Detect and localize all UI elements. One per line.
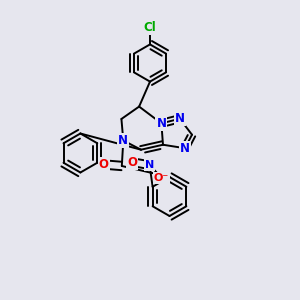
Text: N: N bbox=[180, 142, 190, 155]
Text: N: N bbox=[145, 160, 154, 170]
Text: N: N bbox=[118, 134, 128, 147]
Text: O: O bbox=[99, 158, 109, 171]
Text: O⁻: O⁻ bbox=[154, 173, 169, 183]
Text: O: O bbox=[127, 156, 137, 169]
Text: N: N bbox=[175, 112, 185, 125]
Text: N: N bbox=[156, 117, 167, 130]
Text: Cl: Cl bbox=[144, 21, 156, 34]
